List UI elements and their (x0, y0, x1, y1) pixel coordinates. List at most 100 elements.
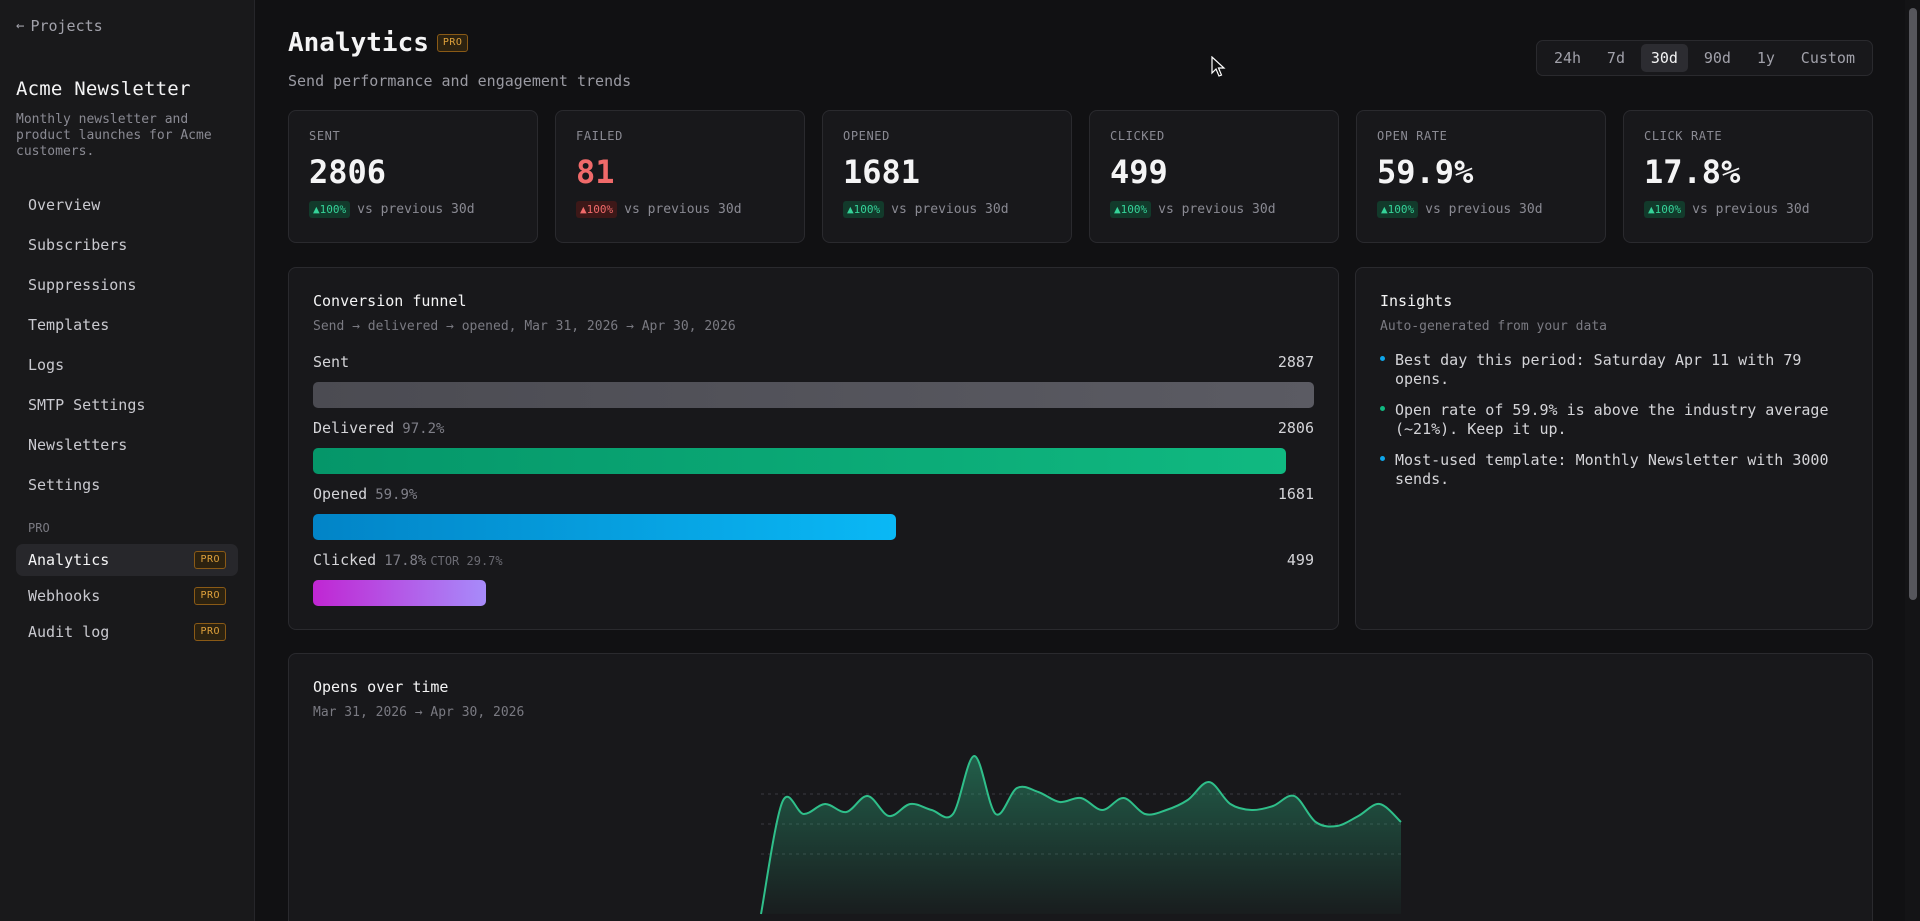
sidebar-item-label: Templates (28, 316, 110, 334)
stat-value: 1681 (843, 153, 921, 191)
page-scrollbar[interactable] (1905, 0, 1920, 921)
opens-data-point[interactable] (862, 790, 874, 802)
opens-data-point[interactable] (840, 806, 852, 818)
range-custom-button[interactable]: Custom (1800, 49, 1855, 67)
stat-card-click-rate: CLICK RATE 17.8% ▲100% vs previous 30d (1623, 110, 1873, 243)
stat-label: SENT (309, 129, 341, 143)
funnel-step-count: 499 (1286, 551, 1314, 569)
stat-value: 499 (1110, 153, 1168, 191)
opens-series-line (760, 754, 1402, 915)
funnel-step-sent: Sent 2887 (313, 352, 1314, 418)
funnel-step-label: Opened (313, 485, 368, 503)
sidebar-item-label: Analytics (28, 551, 110, 569)
opens-data-point[interactable] (1331, 820, 1343, 832)
opens-data-point[interactable] (1374, 798, 1386, 810)
opens-data-point[interactable] (1203, 776, 1215, 788)
opens-data-point[interactable] (1182, 794, 1194, 806)
back-to-projects-link[interactable]: ← Projects (16, 16, 238, 36)
opens-data-point[interactable] (819, 798, 831, 810)
range-7d-button[interactable]: 7d (1606, 49, 1625, 67)
delta-compare: vs previous 30d (624, 202, 742, 217)
bullet-icon (1380, 456, 1385, 461)
sidebar-item-overview[interactable]: Overview (16, 187, 238, 223)
card-title: Conversion funnel (313, 292, 467, 310)
funnel-step-label: Delivered (313, 419, 395, 437)
opens-data-point[interactable] (1118, 792, 1130, 804)
opens-data-point[interactable] (755, 908, 767, 920)
stat-card-open-rate: OPEN RATE 59.9% ▲100% vs previous 30d (1356, 110, 1606, 243)
stat-label: CLICKED (1110, 129, 1165, 143)
opens-data-point[interactable] (1246, 804, 1258, 816)
opens-data-point[interactable] (926, 804, 938, 816)
card-subtitle: Auto-generated from your data (1380, 319, 1607, 334)
pro-badge: PRO (194, 623, 226, 641)
opens-data-point[interactable] (1096, 804, 1108, 816)
delta-badge: ▲100% (576, 201, 618, 218)
sidebar-item-subscribers[interactable]: Subscribers (16, 227, 238, 263)
range-90d-button[interactable]: 90d (1703, 49, 1731, 67)
sidebar-item-suppressions[interactable]: Suppressions (16, 267, 238, 303)
sidebar-item-newsletters[interactable]: Newsletters (16, 427, 238, 463)
time-range-selector: 24h 7d 30d 90d 1y Custom (1536, 40, 1873, 76)
project-name: Acme Newsletter (16, 78, 191, 100)
opens-data-point[interactable] (1160, 804, 1172, 816)
sidebar-item-logs[interactable]: Logs (16, 347, 238, 383)
delta-compare: vs previous 30d (891, 202, 1009, 217)
opens-data-point[interactable] (798, 808, 810, 820)
opens-data-point[interactable] (1352, 810, 1364, 822)
main-content: Analytics PRO Send performance and engag… (288, 0, 1873, 921)
range-1y-button[interactable]: 1y (1756, 49, 1775, 67)
opens-data-point[interactable] (1054, 796, 1066, 808)
delta-badge: ▲100% (1644, 201, 1686, 218)
delta-compare: vs previous 30d (357, 202, 475, 217)
sidebar-item-templates[interactable]: Templates (16, 307, 238, 343)
sidebar-item-webhooks[interactable]: Webhooks PRO (16, 580, 238, 612)
opens-data-point[interactable] (776, 796, 788, 808)
range-24h-button[interactable]: 24h (1553, 49, 1582, 67)
sidebar-item-label: Webhooks (28, 587, 101, 605)
opens-data-point[interactable] (904, 798, 916, 810)
opens-data-point[interactable] (1224, 798, 1236, 810)
funnel-step-count: 2887 (1277, 353, 1314, 371)
opens-data-point[interactable] (1075, 792, 1087, 804)
range-30d-button[interactable]: 30d (1640, 44, 1688, 72)
sidebar-item-audit-log[interactable]: Audit log PRO (16, 616, 238, 648)
insight-text: Best day this period: Saturday Apr 11 wi… (1395, 351, 1802, 388)
stat-label: FAILED (576, 129, 623, 143)
delta-compare: vs previous 30d (1425, 202, 1543, 217)
opens-data-point[interactable] (1288, 790, 1300, 802)
insight-item: Best day this period: Saturday Apr 11 wi… (1380, 351, 1848, 389)
funnel-step-clicked: Clicked 17.8% CTOR 29.7% 499 (313, 550, 1314, 616)
funnel-bar (313, 514, 896, 540)
funnel-bar (313, 382, 1314, 408)
sidebar-item-analytics[interactable]: Analytics PRO (16, 544, 238, 576)
stat-value: 59.9% (1377, 153, 1474, 191)
sidebar-item-settings[interactable]: Settings (16, 467, 238, 503)
opens-data-point[interactable] (990, 808, 1002, 820)
sidebar-item-label: Newsletters (28, 436, 128, 454)
card-subtitle: Send → delivered → opened, Mar 31, 2026 … (313, 319, 736, 334)
opens-data-point[interactable] (1395, 816, 1407, 828)
sidebar-item-smtp-settings[interactable]: SMTP Settings (16, 387, 238, 423)
delta-badge: ▲100% (1377, 201, 1419, 218)
opens-data-point[interactable] (968, 750, 980, 762)
funnel-step-label: Sent (313, 353, 350, 371)
opens-data-point[interactable] (1310, 816, 1322, 828)
opens-data-point[interactable] (1032, 786, 1044, 798)
delta-badge: ▲100% (1110, 201, 1152, 218)
delta-compare: vs previous 30d (1158, 202, 1276, 217)
opens-data-point[interactable] (1267, 800, 1279, 812)
sidebar-item-label: SMTP Settings (28, 396, 146, 414)
arrow-left-icon: ← (16, 18, 25, 34)
stat-value: 2806 (309, 153, 387, 191)
opens-data-point[interactable] (1139, 808, 1151, 820)
sidebar-item-label: Overview (28, 196, 101, 214)
scrollbar-thumb[interactable] (1909, 8, 1917, 600)
funnel-step-label: Clicked (313, 551, 377, 569)
opens-data-point[interactable] (883, 810, 895, 822)
pro-badge: PRO (436, 34, 469, 52)
sidebar-item-label: Logs (28, 356, 65, 374)
opens-data-point[interactable] (947, 808, 959, 820)
opens-area-fill (761, 756, 1401, 914)
opens-data-point[interactable] (1011, 782, 1023, 794)
